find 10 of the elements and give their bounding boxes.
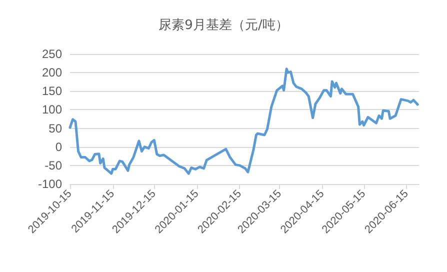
y-tick-label: 50 bbox=[48, 121, 62, 136]
y-tick-label: -50 bbox=[44, 158, 62, 172]
y-tick-label: 150 bbox=[42, 84, 62, 98]
y-tick-label: 250 bbox=[42, 47, 62, 61]
y-tick-label: 0 bbox=[55, 140, 62, 154]
y-tick-label: 100 bbox=[42, 102, 62, 117]
chart-title: 尿素9月基差（元/吨） bbox=[158, 18, 288, 33]
y-tick-label: 200 bbox=[42, 66, 62, 80]
line-series bbox=[68, 68, 419, 175]
y-tick-label: -100 bbox=[38, 177, 62, 191]
